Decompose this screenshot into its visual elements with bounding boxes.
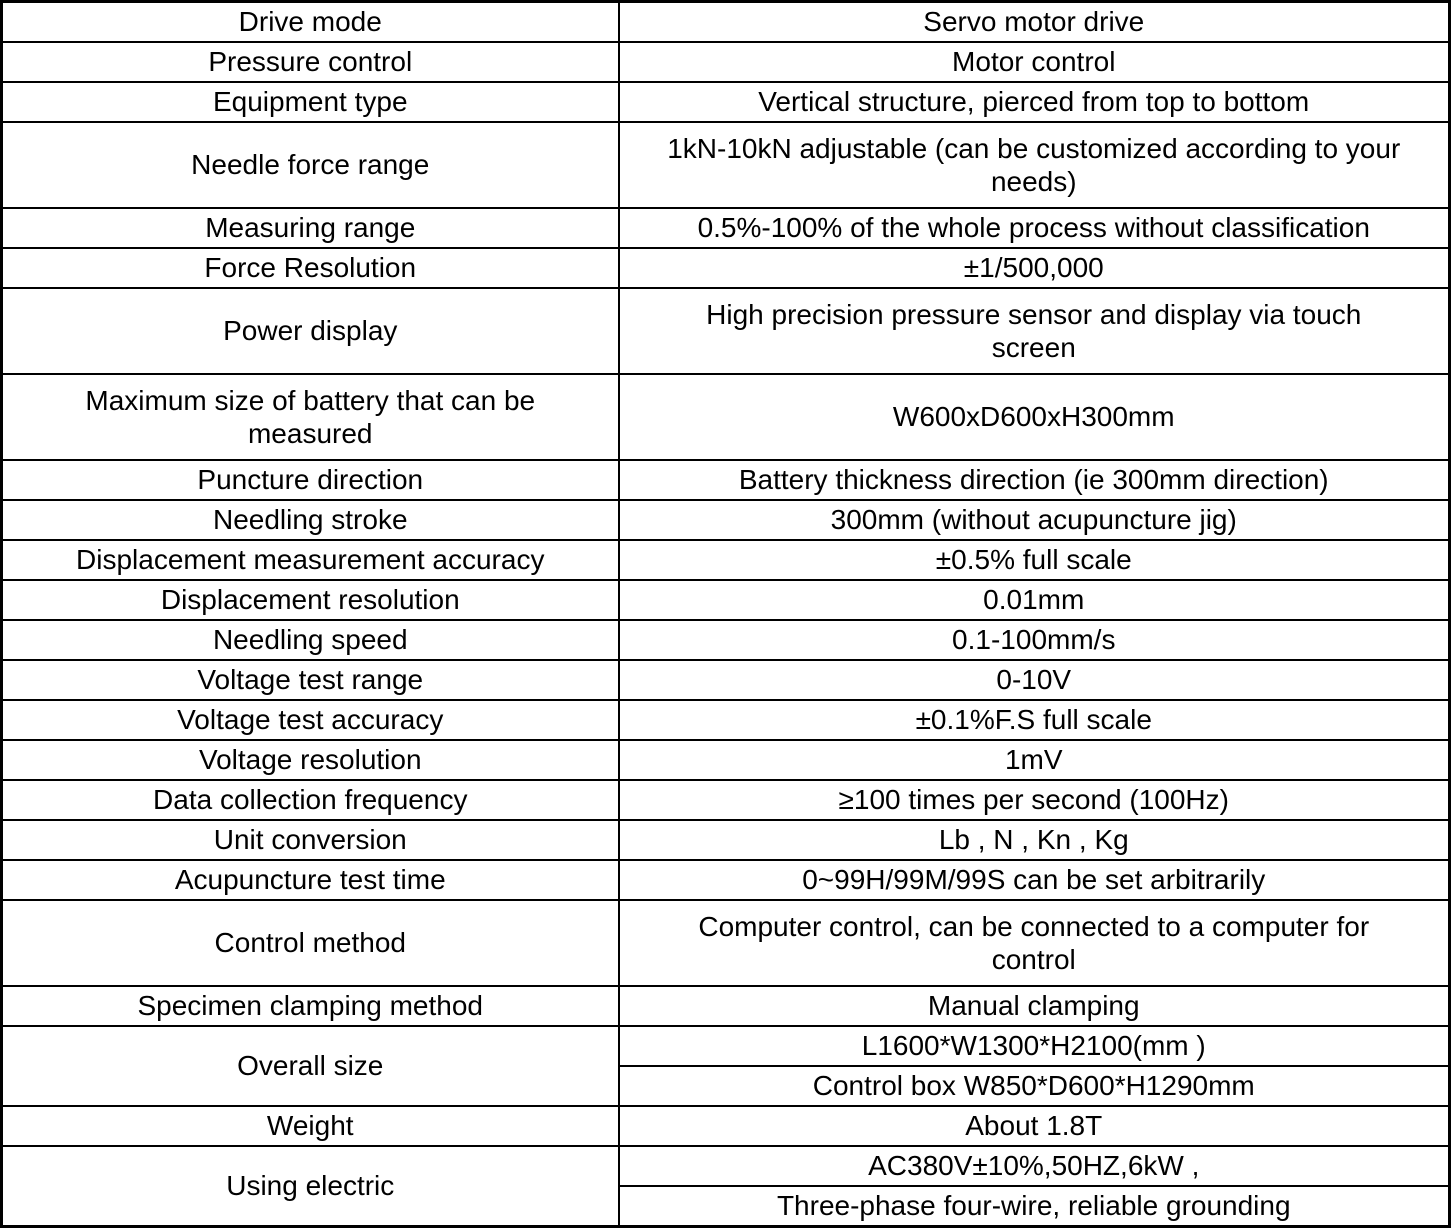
spec-label: Voltage test range	[0, 659, 620, 701]
spec-label: Puncture direction	[0, 459, 620, 501]
spec-label: Needle force range	[0, 121, 620, 209]
table-row: Needling stroke 300mm (without acupunctur…	[0, 499, 1451, 541]
spec-value: AC380V±10%,50HZ,6kW ,	[617, 1145, 1451, 1187]
spec-value: Computer control, can be connected to a …	[617, 899, 1451, 987]
spec-value: ±0.5% full scale	[617, 539, 1451, 581]
spec-label: Power display	[0, 287, 620, 375]
spec-value: 0~99H/99M/99S can be set arbitrarily	[617, 859, 1451, 901]
spec-value: Manual clamping	[617, 985, 1451, 1027]
spec-value: L1600*W1300*H2100(mm )	[617, 1025, 1451, 1067]
spec-label: Voltage resolution	[0, 739, 620, 781]
table-row: Weight About 1.8T	[0, 1105, 1451, 1147]
table-row: Overall size L1600*W1300*H2100(mm )	[0, 1025, 1451, 1107]
table-row: Data collection frequency ≥100 times per …	[0, 779, 1451, 821]
spec-label: Equipment type	[0, 81, 620, 123]
spec-value: ±1/500,000	[617, 247, 1451, 289]
table-row: Force Resolution ±1/500,000	[0, 247, 1451, 289]
table-row: Voltage resolution 1mV	[0, 739, 1451, 781]
table-row: Three-phase four-wire, reliable groundin…	[2, 1185, 1451, 1228]
table-row: Unit conversion Lb , N , Kn , Kg	[0, 819, 1451, 861]
table-row: Using electric AC380V±10%,50HZ,6kW ,	[0, 1145, 1451, 1228]
spec-label: Specimen clamping method	[0, 985, 620, 1027]
spec-value: 0.1-100mm/s	[617, 619, 1451, 661]
spec-value: Three-phase four-wire, reliable groundin…	[617, 1185, 1451, 1228]
spec-value: About 1.8T	[617, 1105, 1451, 1147]
spec-label: Control method	[0, 899, 620, 987]
spec-label: Data collection frequency	[0, 779, 620, 821]
spec-value: 0.01mm	[617, 579, 1451, 621]
spec-label: Weight	[0, 1105, 620, 1147]
spec-label: Force Resolution	[0, 247, 620, 289]
spec-value: ±0.1%F.S full scale	[617, 699, 1451, 741]
spec-value: Vertical structure, pierced from top to …	[617, 81, 1451, 123]
spec-label: Unit conversion	[0, 819, 620, 861]
spec-value: High precision pressure sensor and displ…	[617, 287, 1451, 375]
spec-value: Servo motor drive	[617, 0, 1451, 43]
table-row: Pressure control Motor control	[0, 41, 1451, 83]
spec-label: Pressure control	[0, 41, 620, 83]
spec-value: 1kN-10kN adjustable (can be customized a…	[617, 121, 1451, 209]
spec-label: Measuring range	[0, 207, 620, 249]
spec-label: Drive mode	[0, 0, 620, 43]
spec-label: Needling speed	[0, 619, 620, 661]
table-row: Puncture direction Battery thickness dire…	[0, 459, 1451, 501]
spec-label: Displacement resolution	[0, 579, 620, 621]
spec-label: Overall size	[0, 1025, 620, 1107]
spec-label: Needling stroke	[0, 499, 620, 541]
spec-value: Battery thickness direction (ie 300mm di…	[617, 459, 1451, 501]
spec-label: Using electric	[0, 1145, 620, 1228]
spec-value: ≥100 times per second (100Hz)	[617, 779, 1451, 821]
table-row: Specimen clamping method Manual clamping	[0, 985, 1451, 1027]
table-row: Maximum size of battery that can be meas…	[0, 373, 1451, 461]
table-row: Equipment type Vertical structure, pierce…	[0, 81, 1451, 123]
spec-label: Displacement measurement accuracy	[0, 539, 620, 581]
table-row: Acupuncture test time 0~99H/99M/99S can b…	[0, 859, 1451, 901]
table-row: Power display High precision pressure sen…	[0, 287, 1451, 375]
spec-value: Lb , N , Kn , Kg	[617, 819, 1451, 861]
spec-value: 0-10V	[617, 659, 1451, 701]
table-row: Voltage test accuracy ±0.1%F.S full scale	[0, 699, 1451, 741]
spec-label: Voltage test accuracy	[0, 699, 620, 741]
table-row: Displacement resolution 0.01mm	[0, 579, 1451, 621]
spec-value: 1mV	[617, 739, 1451, 781]
table-row: Control box W850*D600*H1290mm	[2, 1065, 1451, 1107]
table-row: Needling speed 0.1-100mm/s	[0, 619, 1451, 661]
table-row: Control method Computer control, can be c…	[0, 899, 1451, 987]
table-row: Measuring range 0.5%-100% of the whole pr…	[0, 207, 1451, 249]
spec-label: Maximum size of battery that can be meas…	[0, 373, 620, 461]
spec-value: 0.5%-100% of the whole process without c…	[617, 207, 1451, 249]
spec-value: Control box W850*D600*H1290mm	[617, 1065, 1451, 1107]
table-row: Needle force range 1kN-10kN adjustable (c…	[0, 121, 1451, 209]
spec-label: Acupuncture test time	[0, 859, 620, 901]
spec-value: 300mm (without acupuncture jig)	[617, 499, 1451, 541]
spec-value: Motor control	[617, 41, 1451, 83]
spec-value: W600xD600xH300mm	[617, 373, 1451, 461]
table-row: Voltage test range 0-10V	[0, 659, 1451, 701]
table-row: Displacement measurement accuracy ±0.5% f…	[0, 539, 1451, 581]
table-row: Drive mode Servo motor drive	[0, 0, 1451, 43]
